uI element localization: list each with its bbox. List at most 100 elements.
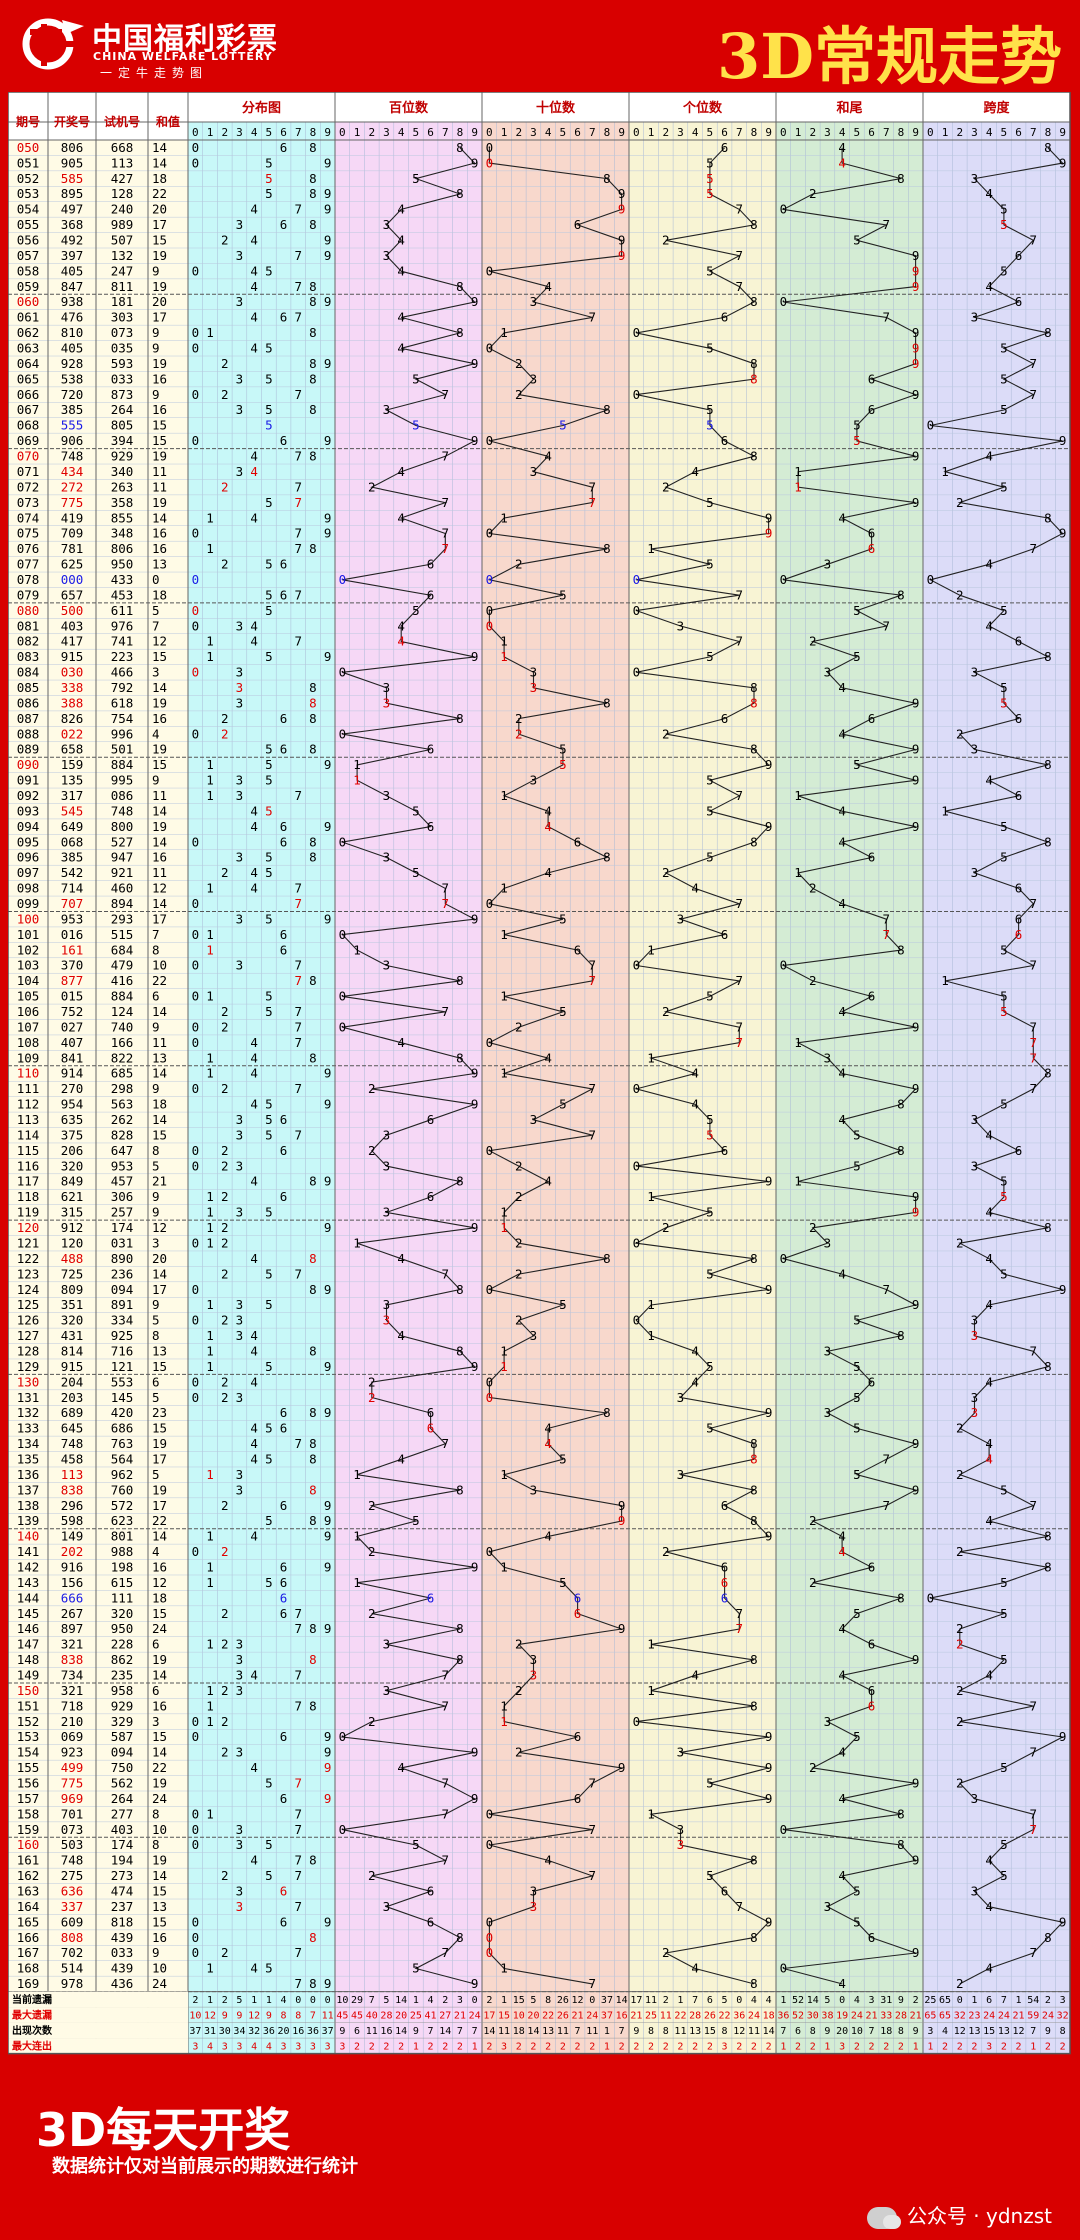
trend-mark: 1	[647, 541, 655, 556]
summary-value: 2	[869, 2042, 875, 2053]
distribution-digit: 8	[309, 973, 317, 988]
trend-mark: 2	[809, 186, 817, 201]
distribution-digit: 1	[206, 1297, 214, 1312]
trend-mark: 9	[912, 387, 920, 402]
trend-mark: 7	[1029, 1035, 1037, 1050]
trend-mark: 3	[971, 310, 979, 325]
trend-mark: 8	[750, 834, 758, 849]
distribution-digit: 5	[265, 263, 273, 278]
trend-mark: 3	[530, 665, 538, 680]
sum-value: 9	[152, 1189, 160, 1204]
distribution-digit: 8	[309, 325, 317, 340]
draw-number: 636	[61, 1884, 84, 1899]
distribution-digit: 2	[221, 1081, 229, 1096]
trend-mark: 2	[956, 726, 964, 741]
trend-mark: 8	[750, 1436, 758, 1451]
test-number: 439	[111, 1930, 134, 1945]
trend-mark: 1	[794, 1174, 802, 1189]
digit-header: 9	[471, 126, 478, 139]
test-number: 501	[111, 742, 134, 757]
test-number: 890	[111, 1251, 134, 1266]
distribution-digit: 9	[324, 202, 332, 217]
summary-value: 3	[339, 2042, 345, 2053]
trend-mark: 6	[868, 989, 876, 1004]
trend-mark: 2	[662, 726, 670, 741]
trend-mark: 1	[941, 973, 949, 988]
test-number: 094	[111, 1282, 134, 1297]
trend-mark: 9	[1059, 1914, 1067, 1929]
summary-value: 2	[663, 1995, 669, 2006]
distribution-digit: 9	[324, 510, 332, 525]
summary-value: 1	[824, 2042, 830, 2053]
draw-number: 978	[61, 1976, 84, 1991]
summary-value: 2	[913, 1995, 919, 2006]
trend-mark: 5	[853, 1729, 861, 1744]
test-number: 264	[111, 402, 134, 417]
distribution-digit: 4	[250, 865, 258, 880]
distribution-digit: 3	[236, 911, 244, 926]
summary-value: 36	[263, 2026, 275, 2037]
trend-mark: 0	[486, 603, 494, 618]
trend-mark: 5	[559, 1451, 567, 1466]
trend-mark: 1	[500, 649, 508, 664]
draw-number: 015	[61, 989, 84, 1004]
sum-value: 17	[152, 310, 167, 325]
trend-mark: 3	[677, 1390, 685, 1405]
summary-value: 9	[266, 2011, 272, 2022]
issue-number: 093	[17, 803, 40, 818]
distribution-digit: 6	[280, 1112, 288, 1127]
summary-value: 10	[513, 2011, 525, 2022]
trend-mark: 4	[544, 819, 552, 834]
footer	[0, 2088, 1080, 2240]
distribution-digit: 9	[324, 757, 332, 772]
test-number: 618	[111, 695, 134, 710]
issue-number: 144	[17, 1590, 40, 1605]
digit-header: 0	[633, 126, 640, 139]
summary-value: 9	[824, 2026, 830, 2037]
trend-mark: 8	[456, 325, 464, 340]
trend-mark: 4	[544, 1529, 552, 1544]
digit-header: 1	[501, 126, 508, 139]
summary-value: 2	[1001, 2042, 1007, 2053]
summary-label: 当前遗漏	[12, 1993, 52, 2006]
trend-mark: 9	[912, 1776, 920, 1791]
issue-number: 108	[17, 1035, 40, 1050]
distribution-digit: 2	[221, 1004, 229, 1019]
summary-value: 7	[472, 2026, 478, 2037]
distribution-digit: 3	[236, 1884, 244, 1899]
distribution-digit: 8	[309, 1652, 317, 1667]
summary-value: 25	[924, 1995, 936, 2006]
digit-header: 2	[221, 126, 228, 139]
trend-mark: 8	[456, 1621, 464, 1636]
trend-mark: 9	[912, 1297, 920, 1312]
trend-mark: 2	[515, 1745, 523, 1760]
trend-mark: 0	[486, 433, 494, 448]
test-number: 811	[111, 279, 134, 294]
summary-value: 13	[998, 2026, 1010, 2037]
summary-value: 3	[1060, 1995, 1066, 2006]
sum-value: 10	[152, 1822, 167, 1837]
column-header: 试机号	[104, 114, 140, 129]
summary-value: 24	[748, 2011, 760, 2022]
summary-value: 12	[572, 1995, 584, 2006]
trend-mark: 4	[838, 1112, 846, 1127]
test-number: 593	[111, 356, 134, 371]
distribution-digit: 0	[192, 1837, 200, 1852]
issue-number: 072	[17, 479, 40, 494]
trend-mark: 3	[530, 1884, 538, 1899]
trend-mark: 7	[1029, 233, 1037, 248]
draw-number: 419	[61, 510, 84, 525]
digit-header: 4	[839, 126, 846, 139]
trend-mark: 9	[912, 356, 920, 371]
distribution-digit: 4	[250, 819, 258, 834]
trend-mark: 9	[765, 1529, 773, 1544]
trend-mark: 3	[971, 1791, 979, 1806]
trend-mark: 7	[882, 618, 890, 633]
test-number: 247	[111, 263, 134, 278]
issue-number: 116	[17, 1158, 40, 1173]
digit-header: 9	[912, 126, 919, 139]
distribution-digit: 5	[265, 989, 273, 1004]
sum-value: 10	[152, 958, 167, 973]
distribution-digit: 5	[265, 1837, 273, 1852]
issue-number: 130	[17, 1374, 40, 1389]
